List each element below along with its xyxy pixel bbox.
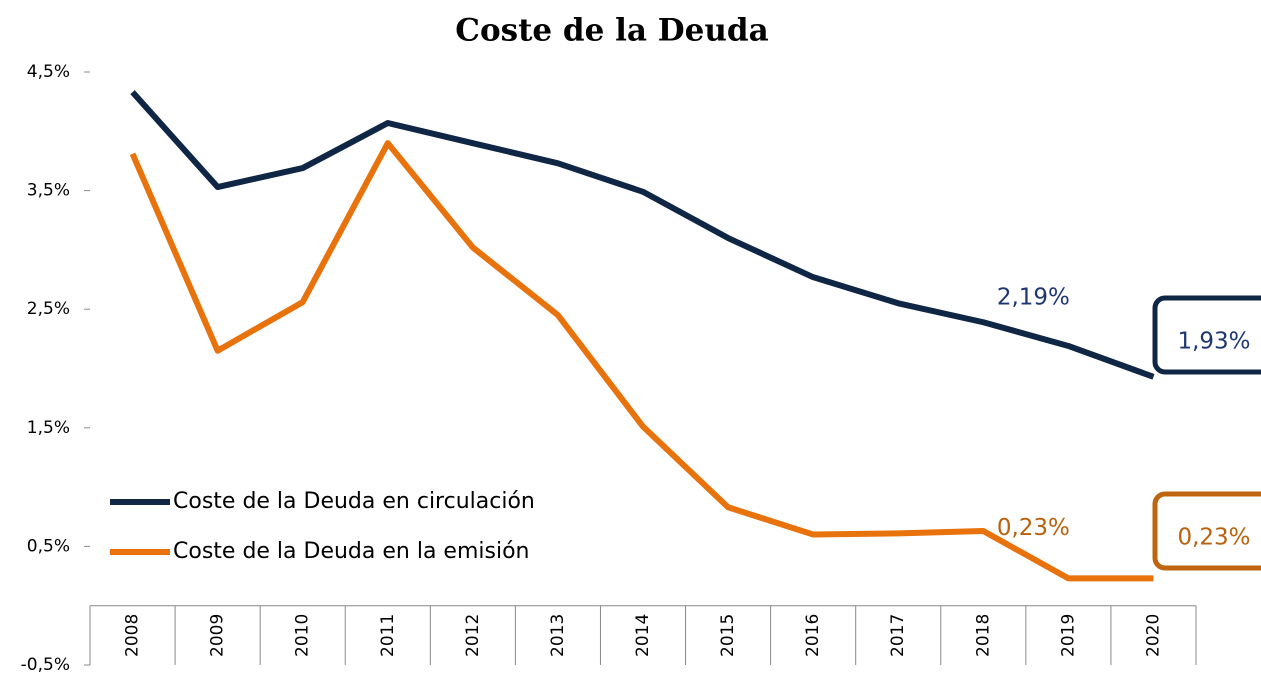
series-line xyxy=(130,90,1155,380)
x-tick-label: 2016 xyxy=(803,614,823,657)
legend-label: Coste de la Deuda en la emisión xyxy=(173,539,530,564)
x-tick-label: 2011 xyxy=(378,614,398,657)
y-tick-label: 4,5% xyxy=(27,62,70,82)
y-tick-label: 2,5% xyxy=(27,299,70,319)
label-box xyxy=(1152,491,1261,571)
series-line xyxy=(129,140,1154,582)
x-tick-label: 2020 xyxy=(1143,614,1163,657)
x-tick-label: 2018 xyxy=(973,614,993,657)
x-tick-label: 2017 xyxy=(888,614,908,657)
x-tick-label: 2009 xyxy=(208,614,228,657)
x-tick-label: 2015 xyxy=(718,614,738,657)
legend-label: Coste de la Deuda en circulación xyxy=(173,489,535,514)
x-tick-label: 2013 xyxy=(548,614,568,657)
x-tick-label: 2019 xyxy=(1058,614,1078,657)
data-label: 0,23% xyxy=(1177,525,1250,551)
data-label: 1,93% xyxy=(1177,329,1250,355)
y-tick-label: 1,5% xyxy=(27,418,70,438)
data-label: 2,19% xyxy=(997,284,1070,310)
x-tick-label: 2010 xyxy=(293,614,313,657)
chart-title: Coste de la Deuda xyxy=(455,13,768,49)
x-tick-label: 2012 xyxy=(463,614,483,657)
y-tick-label: 0,5% xyxy=(27,536,70,556)
y-tick-label: 3,5% xyxy=(27,181,70,201)
x-tick-label: 2014 xyxy=(633,614,653,657)
x-tick-label: 2008 xyxy=(123,614,143,657)
y-tick-label: -0,5% xyxy=(21,655,70,675)
data-label: 0,23% xyxy=(997,515,1070,541)
label-box xyxy=(1152,295,1261,375)
